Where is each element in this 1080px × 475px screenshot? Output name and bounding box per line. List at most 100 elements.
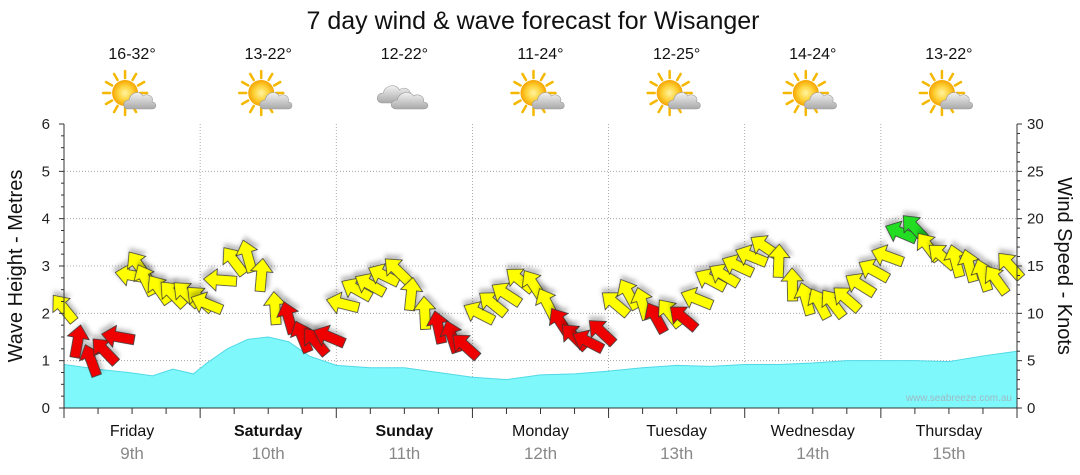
cloud-shape <box>259 92 293 110</box>
sun-ray <box>785 80 795 87</box>
day-label: Tuesday <box>646 423 707 440</box>
sun-ray <box>248 72 255 82</box>
wind-arrows <box>52 215 1026 378</box>
wind-arrow-shape <box>92 338 121 367</box>
wind-arrow <box>479 292 509 319</box>
date-label: 9th <box>120 444 144 463</box>
day-label: Thursday <box>916 423 983 440</box>
wind-arrow <box>601 292 632 319</box>
sun-ray <box>921 80 931 87</box>
watermark: www.seabreeze.com.au <box>905 393 1012 404</box>
temperature-label: 13-22° <box>245 46 292 63</box>
day-label: Friday <box>110 423 154 440</box>
left-axis-tick-label: 1 <box>42 353 50 370</box>
sun-ray <box>649 80 658 87</box>
sun-ray <box>248 104 255 114</box>
sun-ray <box>812 72 819 82</box>
wind-arrow-shape <box>463 301 497 326</box>
date-label: 12th <box>524 444 557 463</box>
wind-arrow-shape <box>644 302 669 336</box>
sun-ray <box>131 72 138 82</box>
wind-arrow <box>399 276 424 312</box>
wind-arrow-shape <box>202 268 238 292</box>
wind-arrow <box>92 338 121 367</box>
wind-arrow-shape <box>325 291 361 315</box>
sun-cloud-icon <box>782 69 837 117</box>
wind-arrow <box>984 265 1011 297</box>
wind-arrow <box>452 334 482 362</box>
wind-arrow-shape <box>190 291 225 316</box>
sun-ray <box>104 80 114 87</box>
wind-arrow <box>52 294 79 325</box>
sun-ray <box>267 72 274 82</box>
left-axis-tick-label: 0 <box>42 400 50 417</box>
wind-arrow-shape <box>858 258 892 284</box>
left-axis: 0 1 2 3 4 5 6 <box>42 116 65 417</box>
sun-ray <box>649 99 658 106</box>
plot-area: www.seabreeze.com.au <box>52 124 1026 408</box>
right-axis-label: Wind Speed - Knots <box>1053 177 1075 355</box>
right-axis: 0 5 10 15 20 25 30 <box>1016 116 1044 417</box>
wind-arrow-shape <box>845 272 878 299</box>
cloud-shape <box>940 92 973 110</box>
wind-arrow-shape <box>101 324 136 349</box>
sun-ray <box>513 80 522 87</box>
cloud-shape <box>667 92 701 110</box>
wind-arrow-shape <box>479 292 509 319</box>
wind-arrow <box>491 282 524 308</box>
wind-arrow-shape <box>943 244 967 279</box>
wind-arrow <box>341 277 374 303</box>
right-axis-tick-label: 30 <box>1027 116 1044 133</box>
cloud-shape <box>804 92 837 110</box>
sun-ray <box>921 99 931 106</box>
sun-cloud-icon <box>101 69 157 117</box>
wind-arrow <box>101 324 136 349</box>
wind-arrow-shape <box>871 244 905 268</box>
wind-arrow <box>871 244 905 268</box>
left-axis-tick-label: 4 <box>42 211 50 228</box>
sun-ray <box>681 80 690 87</box>
wind-arrow-shape <box>601 292 632 319</box>
wind-arrow <box>384 258 414 287</box>
wind-arrow <box>66 324 90 359</box>
weather-icon-row <box>101 69 973 117</box>
wind-arrow <box>858 258 892 284</box>
wind-arrow <box>998 252 1026 282</box>
wind-arrow-shape <box>821 289 848 321</box>
wind-arrow <box>202 268 238 292</box>
wind-arrow <box>821 289 848 321</box>
wind-arrow <box>735 244 769 268</box>
sun-ray <box>793 72 800 82</box>
temperature-label: 12-22° <box>381 46 428 63</box>
sun-cloud-icon <box>918 69 973 117</box>
wind-arrow <box>190 291 225 316</box>
wind-arrow-shape <box>66 324 90 359</box>
wind-arrow <box>313 324 347 349</box>
wind-arrow <box>354 272 388 298</box>
day-label: Sunday <box>375 423 433 440</box>
wind-arrow <box>721 253 756 278</box>
left-axis-tick-label: 5 <box>42 163 50 180</box>
sun-ray <box>785 99 795 106</box>
wind-arrow <box>249 257 274 293</box>
wind-arrow <box>807 288 833 321</box>
date-label: 13th <box>660 444 693 463</box>
sun-ray <box>657 104 664 114</box>
wind-arrow <box>709 263 742 289</box>
wind-arrow-shape <box>721 253 756 278</box>
sun-ray <box>953 80 963 87</box>
wind-arrow <box>572 329 606 354</box>
cloud-shape <box>531 92 565 110</box>
wind-arrow-shape <box>833 287 863 314</box>
wind-arrow <box>793 282 817 317</box>
wind-arrow-shape <box>399 276 424 312</box>
left-axis-tick-label: 3 <box>42 258 50 275</box>
sun-ray <box>104 99 114 106</box>
wind-arrow-shape <box>384 258 414 287</box>
sun-ray <box>521 72 528 82</box>
temperature-label: 14-24° <box>789 46 836 63</box>
sun-ray <box>272 80 282 87</box>
wind-arrow <box>845 272 878 299</box>
wind-arrow <box>325 291 361 315</box>
